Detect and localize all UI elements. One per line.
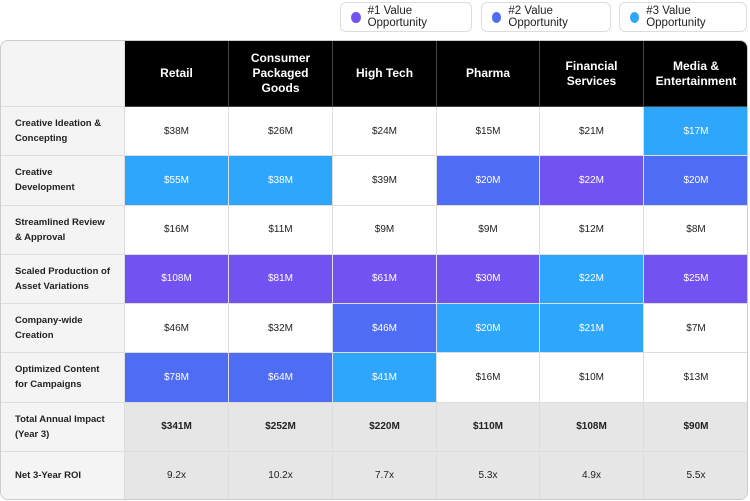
value-cell: $252M (229, 402, 333, 452)
legend-swatch (630, 11, 640, 23)
value-cell: $8M (644, 205, 747, 255)
column-header: Consumer Packaged Goods (229, 41, 333, 107)
value-cell: $11M (229, 205, 333, 255)
value-cell: $16M (125, 205, 229, 255)
value-cell: 9.2x (125, 451, 229, 499)
value-cell: 5.3x (437, 451, 540, 499)
value-cell: $22M (540, 254, 644, 304)
value-cell: $20M (437, 304, 540, 354)
value-cell: 10.2x (229, 451, 333, 499)
value-cell: 5.5x (644, 451, 747, 499)
value-cell: $16M (437, 353, 540, 403)
column-header: Pharma (437, 41, 540, 107)
value-cell: $20M (437, 156, 540, 206)
value-cell: $46M (333, 304, 437, 354)
value-cell: $15M (437, 107, 540, 157)
value-cell: $108M (540, 402, 644, 452)
value-cell: $108M (125, 254, 229, 304)
value-cell: $81M (229, 254, 333, 304)
value-cell: $38M (125, 107, 229, 157)
legend-label: #1 Value Opportunity (367, 5, 428, 29)
row-label: Creative Development (1, 156, 125, 206)
legend-item: #2 Value Opportunity (481, 2, 611, 32)
row-label: Streamlined Review & Approval (1, 205, 125, 255)
row-label: Company-wide Creation (1, 304, 125, 354)
value-cell: 7.7x (333, 451, 437, 499)
legend-swatch (492, 11, 502, 23)
value-cell: $30M (437, 254, 540, 304)
value-cell: $55M (125, 156, 229, 206)
value-cell: $21M (540, 107, 644, 157)
value-cell: $25M (644, 254, 747, 304)
row-label: Optimized Content for Campaigns (1, 353, 125, 403)
value-cell: $220M (333, 402, 437, 452)
value-cell: $17M (644, 107, 747, 157)
value-cell: $90M (644, 402, 747, 452)
value-cell: $32M (229, 304, 333, 354)
value-cell: $21M (540, 304, 644, 354)
value-cell: $39M (333, 156, 437, 206)
value-cell: 4.9x (540, 451, 644, 499)
value-cell: $13M (644, 353, 747, 403)
row-label: Creative Ideation & Concepting (1, 107, 125, 157)
legend-label: #3 Value Opportunity (646, 5, 706, 29)
value-cell: $26M (229, 107, 333, 157)
value-cell: $9M (437, 205, 540, 255)
value-cell: $78M (125, 353, 229, 403)
row-label: Net 3-Year ROI (1, 451, 125, 499)
row-label: Total Annual Impact (Year 3) (1, 402, 125, 452)
column-header: Financial Services (540, 41, 644, 107)
value-cell: $22M (540, 156, 644, 206)
column-header: Retail (125, 41, 229, 107)
value-cell: $61M (333, 254, 437, 304)
value-cell: $110M (437, 402, 540, 452)
legend-item: #3 Value Opportunity (619, 2, 747, 32)
legend-swatch (351, 11, 361, 23)
value-cell: $38M (229, 156, 333, 206)
column-header: High Tech (333, 41, 437, 107)
value-cell: $24M (333, 107, 437, 157)
legend-item: #1 Value Opportunity (340, 2, 472, 32)
column-header: Media & Entertainment (644, 41, 747, 107)
value-cell: $20M (644, 156, 747, 206)
value-cell: $341M (125, 402, 229, 452)
row-label: Scaled Production of Asset Variations (1, 254, 125, 304)
value-table: Retail Consumer Packaged Goods High Tech Ph… (0, 40, 748, 500)
value-cell: $7M (644, 304, 747, 354)
value-cell: $10M (540, 353, 644, 403)
value-cell: $46M (125, 304, 229, 354)
legend-label: #2 Value Opportunity (508, 5, 568, 29)
value-cell: $41M (333, 353, 437, 403)
value-cell: $64M (229, 353, 333, 403)
value-cell: $9M (333, 205, 437, 255)
corner-cell (1, 41, 125, 107)
value-cell: $12M (540, 205, 644, 255)
